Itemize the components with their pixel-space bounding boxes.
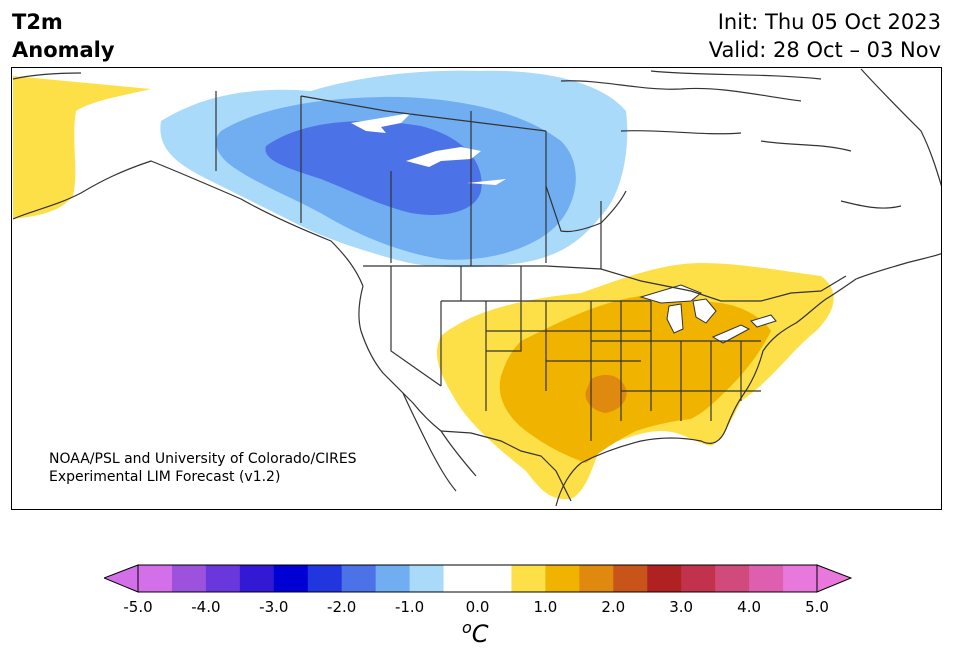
greenland-edge bbox=[860, 68, 941, 187]
colorbar-cell bbox=[477, 565, 512, 592]
colorbar-tick-label: 5.0 bbox=[805, 598, 829, 616]
great-slave-lake bbox=[406, 147, 481, 167]
great-bear-lake bbox=[351, 113, 411, 133]
canada-provinces bbox=[215, 91, 602, 269]
title-line-1: T2m bbox=[12, 10, 63, 34]
colorbar-tick-label: 1.0 bbox=[533, 598, 558, 616]
colorbar-cell bbox=[138, 565, 173, 592]
baja bbox=[402, 392, 457, 492]
cold-anomaly-core bbox=[265, 121, 482, 215]
credit-text: NOAA/PSL and University of Colorado/CIRE… bbox=[49, 450, 357, 486]
mexico-gulf-coast bbox=[555, 394, 744, 507]
colorbar-extend-min bbox=[104, 564, 139, 593]
colorbar-cell bbox=[239, 565, 275, 592]
unit-degree: o bbox=[462, 618, 472, 637]
colorbar-cell bbox=[715, 565, 750, 592]
colorbar-cell bbox=[409, 565, 445, 592]
colorbar-cell bbox=[375, 565, 411, 592]
boundaries bbox=[12, 68, 941, 507]
alaska-coast bbox=[12, 72, 364, 287]
warm-anomaly-gold bbox=[499, 294, 771, 463]
colorbar-cell bbox=[273, 565, 309, 592]
east-coast bbox=[742, 253, 941, 396]
hudson-bay bbox=[545, 185, 627, 233]
colorbar-tick-label: -4.0 bbox=[191, 598, 221, 616]
credit-line-1: NOAA/PSL and University of Colorado/CIRE… bbox=[49, 451, 357, 467]
colorbar-tick-label: -2.0 bbox=[327, 598, 357, 616]
map-title: T2m Anomaly bbox=[12, 8, 115, 64]
valid-date: Valid: 28 Oct – 03 Nov bbox=[708, 38, 941, 62]
lake-athabasca bbox=[467, 179, 506, 185]
colorbar-cells bbox=[138, 565, 818, 592]
forecast-dates: Init: Thu 05 Oct 2023 Valid: 28 Oct – 03… bbox=[709, 8, 941, 64]
great-lakes bbox=[639, 284, 777, 344]
map-svg bbox=[12, 68, 941, 507]
unit-text: C bbox=[471, 620, 489, 648]
colorbar-extend-max bbox=[816, 564, 852, 593]
colorbar-tick-label: 3.0 bbox=[669, 598, 694, 616]
colorbar-cell bbox=[579, 565, 614, 592]
colorbar-cell bbox=[341, 565, 377, 592]
warm-anomaly-orange bbox=[585, 374, 627, 413]
colorbar-cell bbox=[545, 565, 580, 592]
colorbar-tick-label: -3.0 bbox=[259, 598, 289, 616]
colorbar-tick-label: 0.0 bbox=[465, 598, 490, 616]
us-mexico-border bbox=[440, 430, 572, 502]
colorbar-tick-label: -5.0 bbox=[123, 598, 153, 616]
colorbar-tick-label: -1.0 bbox=[394, 598, 425, 616]
colorbar-cell bbox=[443, 565, 478, 592]
west-coast bbox=[358, 285, 477, 477]
init-date: Init: Thu 05 Oct 2023 bbox=[717, 10, 941, 34]
colorbar-cell bbox=[511, 565, 546, 592]
us-state-lines bbox=[390, 266, 761, 441]
colorbar-cell bbox=[749, 565, 784, 592]
colorbar-cell bbox=[171, 565, 207, 592]
canada-us-border bbox=[363, 265, 847, 302]
credit-line-2: Experimental LIM Forecast (v1.2) bbox=[49, 469, 281, 485]
arctic-islands bbox=[560, 70, 902, 209]
colorbar-outline bbox=[137, 564, 818, 593]
colorbar-cell bbox=[783, 565, 818, 592]
colorbar-cell bbox=[613, 565, 648, 592]
colorbar-cell bbox=[205, 565, 241, 592]
alaska-warm-anomaly bbox=[13, 76, 151, 219]
title-line-2: Anomaly bbox=[12, 38, 115, 62]
colorbar-tick-label: 4.0 bbox=[737, 598, 762, 616]
colorbar-cell bbox=[647, 565, 682, 592]
anomaly-map bbox=[11, 67, 942, 510]
colorbar-tick-label: 2.0 bbox=[601, 598, 626, 616]
colorbar-cell bbox=[307, 565, 343, 592]
colorbar-unit: oC bbox=[462, 618, 489, 648]
colorbar-cell bbox=[681, 565, 716, 592]
colorbar bbox=[104, 564, 852, 593]
